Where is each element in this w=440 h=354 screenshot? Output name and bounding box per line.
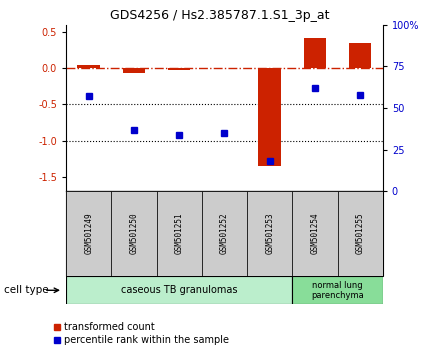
Text: GSM501251: GSM501251 (175, 213, 183, 255)
Bar (349, 43, 371, 68)
Bar (111, 191, 157, 276)
Bar (66, 276, 292, 304)
Text: GSM501255: GSM501255 (356, 213, 365, 255)
Text: normal lung
parenchyma: normal lung parenchyma (311, 281, 364, 300)
Bar (66, 191, 111, 276)
Bar (292, 191, 337, 276)
Text: caseous TB granulomas: caseous TB granulomas (121, 285, 238, 295)
Legend: transformed count, percentile rank within the sample: transformed count, percentile rank withi… (49, 319, 233, 349)
Bar (258, 68, 281, 166)
Text: GSM501254: GSM501254 (310, 213, 319, 255)
Text: GDS4256 / Hs2.385787.1.S1_3p_at: GDS4256 / Hs2.385787.1.S1_3p_at (110, 9, 330, 22)
Text: GSM501252: GSM501252 (220, 213, 229, 255)
Text: GSM501253: GSM501253 (265, 213, 274, 255)
Bar (337, 191, 383, 276)
Bar (168, 68, 191, 70)
Text: GSM501250: GSM501250 (129, 213, 139, 255)
Bar (77, 65, 100, 68)
Bar (304, 38, 326, 68)
Text: GSM501249: GSM501249 (84, 213, 93, 255)
Bar (202, 191, 247, 276)
Text: cell type: cell type (4, 285, 49, 295)
Bar (247, 191, 292, 276)
Bar (157, 191, 202, 276)
Bar (123, 68, 145, 73)
Bar (292, 276, 383, 304)
